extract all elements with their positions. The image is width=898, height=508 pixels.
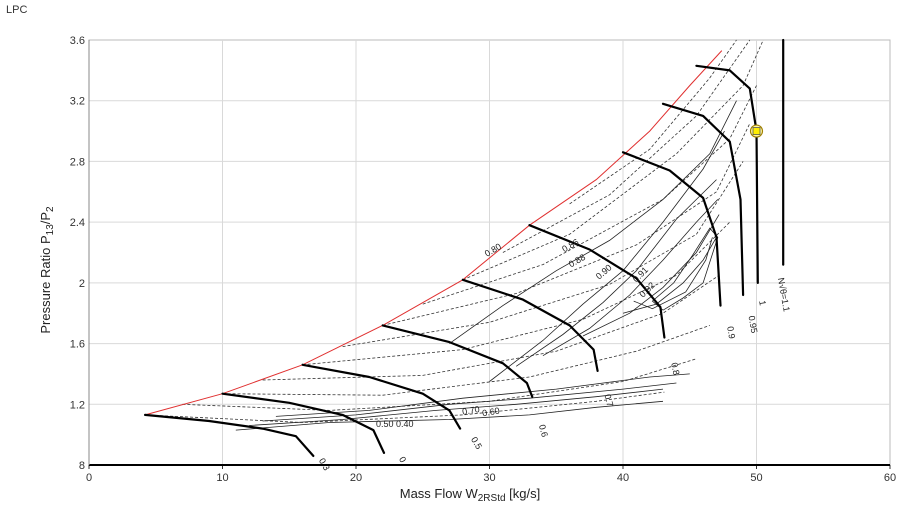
y-tick-label: 1.2 xyxy=(70,399,85,411)
y-tick-label: 2.8 xyxy=(70,156,85,168)
x-tick-label: 30 xyxy=(483,472,495,484)
efficiency-island xyxy=(633,237,713,310)
efficiency-label: 0.60 xyxy=(481,406,500,419)
efficiency-contour xyxy=(582,214,720,337)
x-tick-label: 60 xyxy=(884,472,896,484)
speed-line xyxy=(301,363,462,430)
speed-line-label: 0.9 xyxy=(725,325,737,339)
x-axis-title: Mass Flow W2RStd [kg/s] xyxy=(400,486,540,504)
y-tick-label: 8 xyxy=(79,460,85,472)
speed-line xyxy=(381,324,534,398)
speed-line xyxy=(461,278,599,372)
speed-line-label: 0.8 xyxy=(669,362,681,376)
efficiency-contour xyxy=(515,179,717,367)
beta-line xyxy=(145,391,665,423)
efficiency-contour xyxy=(249,388,664,426)
speed-line-label: 0 xyxy=(397,455,408,464)
y-tick-label: 3.6 xyxy=(70,35,85,47)
beta-line xyxy=(462,39,764,281)
curve-labels: 0.400.500.600.700.80 0.860.880.90 0.910.92… xyxy=(317,237,792,472)
y-axis-title: Pressure Ratio P13/P2 xyxy=(38,206,56,334)
y-tick-label: 2 xyxy=(79,278,85,290)
efficiency-contour xyxy=(275,373,690,417)
efficiency-contours xyxy=(235,100,737,431)
speed-line xyxy=(695,64,759,284)
speed-line-label: 0.95 xyxy=(747,315,760,334)
x-tick-label: 10 xyxy=(216,472,228,484)
speed-line-label: 0.6 xyxy=(537,423,550,438)
x-tick-label: 20 xyxy=(350,472,362,484)
x-tick-label: 40 xyxy=(617,472,629,484)
y-tick-label: 1.6 xyxy=(70,339,85,351)
efficiency-island xyxy=(651,227,719,311)
chart-corner-label: LPC xyxy=(6,4,28,16)
operating-point-marker[interactable] xyxy=(749,124,764,138)
efficiency-contour xyxy=(449,100,737,344)
beta-line xyxy=(222,325,710,396)
efficiency-contour xyxy=(622,237,717,314)
operating-point-square xyxy=(752,127,761,135)
speed-lines xyxy=(144,38,785,457)
beta-line xyxy=(382,123,751,326)
speed-line xyxy=(221,392,386,454)
x-tick-label: 0 xyxy=(86,472,92,484)
speed-line xyxy=(528,224,666,339)
efficiency-label: 0.40 xyxy=(396,419,414,429)
efficiency-contour xyxy=(542,199,719,357)
beta-line xyxy=(502,39,751,253)
speed-line-label: 1 xyxy=(757,300,768,307)
efficiency-contour xyxy=(235,400,664,431)
speed-line xyxy=(621,151,722,307)
speed-line xyxy=(144,413,315,457)
speed-line-label: 0.7 xyxy=(602,393,615,408)
surge-line-group xyxy=(144,50,723,416)
beta-line xyxy=(302,221,731,366)
x-tick-label: 50 xyxy=(750,472,762,484)
efficiency-label: 0.70 xyxy=(461,404,480,417)
surge-line xyxy=(144,50,723,416)
speed-line xyxy=(661,102,745,297)
y-tick-label: 3.2 xyxy=(70,96,85,108)
efficiency-label: 0.50 xyxy=(376,419,394,429)
y-tick-label: 2.4 xyxy=(70,217,85,229)
efficiency-contour xyxy=(262,382,677,422)
